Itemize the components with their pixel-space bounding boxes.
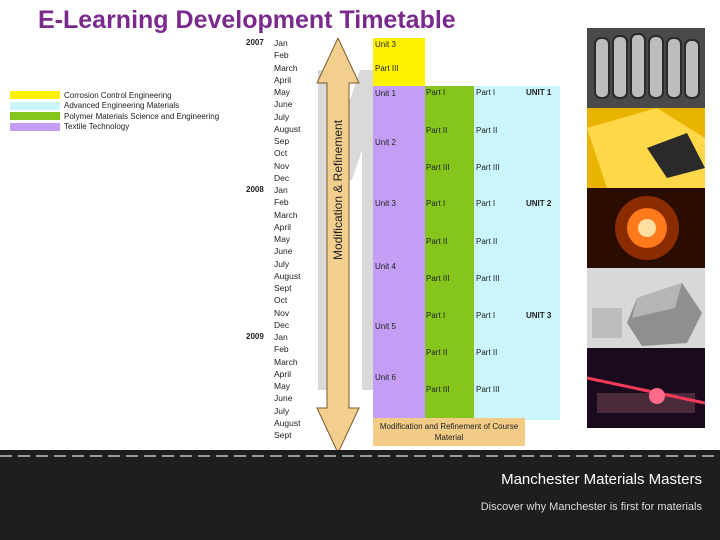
rock-sample-photo (587, 268, 705, 348)
month-label: July (274, 258, 290, 269)
cyan-side-column (524, 86, 560, 420)
yellow-fabric-photo (587, 108, 705, 188)
legend-swatch (10, 101, 60, 110)
legend-item: Advanced Engineering Materials (10, 101, 219, 112)
month-label: August (274, 123, 301, 134)
green-cell: Part III (426, 163, 450, 172)
month-label: Jan (274, 185, 288, 195)
month-label: Dec (274, 319, 290, 330)
double-arrow-icon (316, 38, 360, 453)
green-cell: Part III (426, 274, 450, 283)
month-label: Nov (274, 160, 290, 171)
purple-cell: Unit 4 (375, 262, 396, 271)
legend-item: Polymer Materials Science and Engineerin… (10, 111, 219, 122)
footer-dash-line (0, 455, 720, 457)
month-label: Nov (274, 307, 290, 318)
green-cell: Part I (426, 199, 446, 208)
month-label: March (274, 62, 298, 73)
month-label: May (274, 381, 291, 391)
green-column (425, 86, 474, 420)
year-label: 2007 (246, 38, 264, 47)
brand-name: Manchester Materials Masters (501, 471, 702, 488)
cyan-cell: Part I (476, 311, 496, 320)
laser-lab-photo (587, 348, 705, 428)
month-label: June (274, 246, 293, 257)
month-label: Jan (274, 38, 288, 48)
month-label: April (274, 221, 292, 232)
cyan-cell: Part II (476, 126, 498, 135)
purple-cell: Unit 3 (375, 199, 396, 208)
month-label: Dec (274, 172, 290, 183)
tube-bundle-photo (587, 28, 705, 108)
cyan-cell: Part III (476, 274, 500, 283)
month-label: Sept (274, 283, 292, 293)
month-label: June (274, 393, 293, 404)
month-label: Sep (274, 136, 290, 146)
cyan-cell: Part III (476, 163, 500, 172)
month-label: June (274, 99, 293, 110)
month-label: Oct (274, 295, 288, 306)
month-label: July (274, 405, 290, 416)
purple-column (373, 86, 425, 420)
legend: Corrosion Control Engineering Advanced En… (10, 90, 219, 132)
footer-note: Modification and Refinement of Course Ma… (373, 418, 525, 446)
legend-swatch (10, 112, 60, 121)
arrow-label: Modification & Refinement (331, 119, 345, 261)
legend-item: Textile Technology (10, 122, 219, 133)
month-label: March (274, 356, 298, 367)
unit-label: UNIT 1 (526, 88, 552, 97)
yellow-cell: Unit 3 (375, 40, 396, 49)
month-label: March (274, 209, 298, 220)
legend-label: Textile Technology (64, 122, 130, 132)
month-label: August (274, 417, 301, 428)
green-cell: Part I (426, 311, 446, 320)
month-label: May (274, 234, 291, 244)
month-label: April (274, 74, 292, 85)
cyan-column (474, 86, 524, 420)
furnace-glow-photo (587, 188, 705, 268)
unit-label: UNIT 3 (526, 311, 552, 320)
green-cell: Part II (426, 237, 448, 246)
legend-item: Corrosion Control Engineering (10, 90, 219, 101)
yellow-cell: Part III (375, 64, 399, 73)
legend-swatch (10, 122, 60, 131)
year-label: 2009 (246, 332, 264, 341)
green-cell: Part II (426, 348, 448, 357)
purple-cell: Unit 1 (375, 89, 396, 98)
purple-cell: Unit 2 (375, 138, 396, 147)
month-label: Feb (274, 50, 289, 61)
unit-label: UNIT 2 (526, 199, 552, 208)
month-label: Feb (274, 344, 289, 355)
cyan-cell: Part I (476, 199, 496, 208)
month-label: Oct (274, 148, 288, 159)
cyan-cell: Part III (476, 385, 500, 394)
month-label: May (274, 87, 291, 97)
month-label: July (274, 111, 290, 122)
purple-cell: Unit 6 (375, 373, 396, 382)
legend-label: Corrosion Control Engineering (64, 90, 172, 100)
yellow-column (373, 38, 425, 86)
legend-label: Polymer Materials Science and Engineerin… (64, 111, 220, 121)
purple-cell: Unit 5 (375, 322, 396, 331)
year-label: 2008 (246, 185, 264, 194)
legend-label: Advanced Engineering Materials (64, 101, 180, 111)
brand-tagline: Discover why Manchester is first for mat… (480, 501, 702, 513)
cyan-cell: Part II (476, 348, 498, 357)
footer-bar (0, 450, 720, 540)
cyan-cell: Part I (476, 88, 496, 97)
month-label: August (274, 270, 301, 281)
green-cell: Part II (426, 126, 448, 135)
month-label: Sept (274, 430, 292, 440)
month-label: Jan (274, 332, 288, 342)
legend-swatch (10, 91, 60, 100)
month-label: Feb (274, 197, 289, 208)
photo-strip (587, 28, 705, 428)
cyan-cell: Part II (476, 237, 498, 246)
green-cell: Part I (426, 88, 446, 97)
month-label: April (274, 368, 292, 379)
page-title: E-Learning Development Timetable (38, 6, 456, 34)
green-cell: Part III (426, 385, 450, 394)
